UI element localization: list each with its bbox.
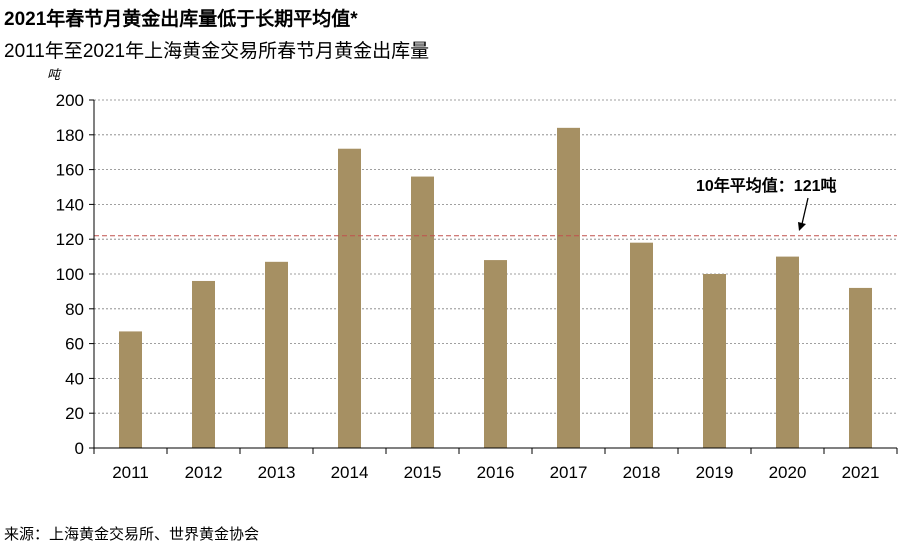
x-tick-label: 2016 [477,463,515,482]
bar-2021 [849,287,872,448]
x-tick-label: 2012 [185,463,223,482]
y-tick-label: 40 [65,369,84,388]
y-tick-label: 100 [56,265,84,284]
x-tick-label: 2020 [769,463,807,482]
y-tick-label: 180 [56,126,84,145]
average-line-label: 10年平均值：121吨 [696,176,837,195]
x-tick-label: 2021 [842,463,880,482]
y-tick-label: 140 [56,195,84,214]
y-tick-label: 160 [56,161,84,180]
x-tick-label: 2014 [331,463,369,482]
y-tick-label: 60 [65,335,84,354]
average-line-group: 10年平均值：121吨 [94,176,897,237]
source-note: 来源：上海黄金交易所、世界黄金协会 [4,526,260,543]
bar-2016 [484,260,507,448]
axes: 0 20 40 60 80 100 120 140 160 180 200 2011 2012 2013 2… [56,91,898,482]
bar-2011 [119,331,142,448]
annotation-arrow-shaft [801,197,809,225]
bar-2019 [703,274,726,448]
x-tick-label: 2017 [550,463,588,482]
y-tick-label: 80 [65,300,84,319]
y-axis-unit-label: 吨 [47,67,61,82]
chart-title: 2021年春节月黄金出库量低于长期平均值* [4,9,358,30]
y-tick-label: 0 [75,439,84,458]
x-tick-label: 2015 [404,463,442,482]
bar-2020 [776,256,799,448]
bar-2017 [557,127,580,448]
bar-2018 [630,242,653,448]
x-tick-label: 2011 [112,463,149,482]
x-tick-label: 2018 [623,463,661,482]
y-tick-label: 120 [56,230,84,249]
y-tick-label: 200 [56,91,84,110]
bar-2012 [192,280,215,448]
bar-2013 [265,261,288,448]
annotation-arrow-head [798,222,806,231]
bar-2015 [411,176,434,448]
y-tick-label: 20 [65,404,84,423]
x-tick-label: 2013 [258,463,296,482]
bars [119,127,872,448]
bar-2014 [338,148,361,448]
x-tick-label: 2019 [696,463,734,482]
chart-subtitle: 2011年至2021年上海黄金交易所春节月黄金出库量 [4,41,430,62]
